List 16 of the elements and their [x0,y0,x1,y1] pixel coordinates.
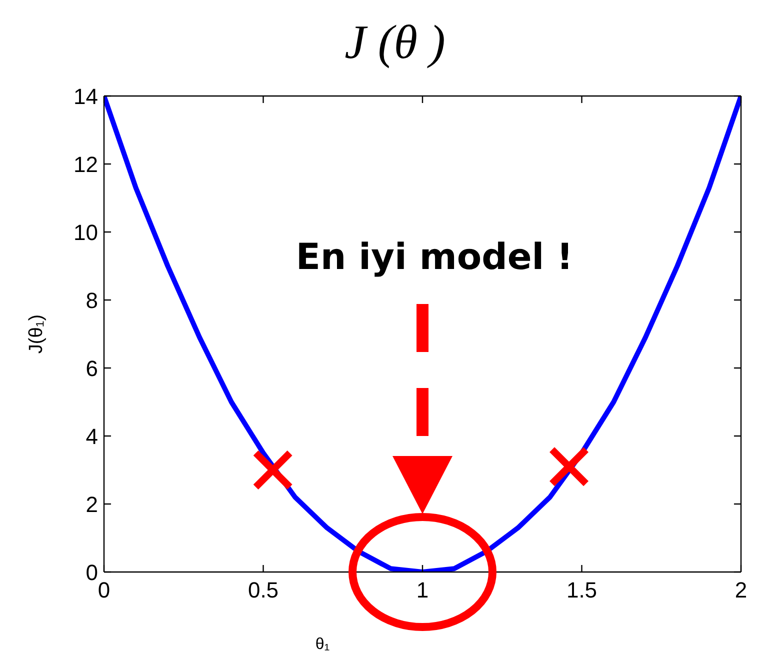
y-tick-label: 4 [86,424,98,449]
y-tick-label: 6 [86,356,98,381]
chart-title: J (θ ) [344,16,446,69]
y-axis-title: J(θ₁) [26,314,47,354]
x-tick-label: 2 [734,578,748,603]
y-tick-label: 14 [74,84,98,109]
annotation: En iyi model ! [296,237,574,278]
x-tick-label: 1.5 [566,578,598,603]
y-tick-label: 10 [74,220,98,245]
x-tick-label: 0.5 [248,578,279,603]
y-tick-label: 0 [86,560,98,585]
x-axis-title: θ₁ [315,636,330,653]
y-tick-label: 8 [86,288,98,313]
y-tick-label: 12 [74,152,98,177]
y-tick-label: 2 [86,492,98,517]
x-tick-label: 1 [416,578,429,603]
